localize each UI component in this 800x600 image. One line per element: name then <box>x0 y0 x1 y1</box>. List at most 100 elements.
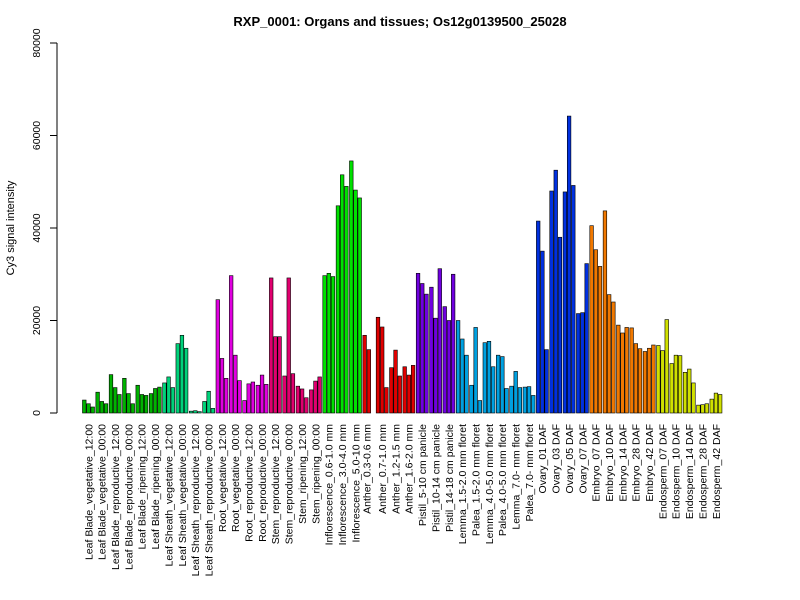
bar <box>384 387 389 414</box>
bar <box>402 366 407 414</box>
bar <box>108 374 114 414</box>
bar <box>718 394 723 414</box>
bar <box>82 399 87 414</box>
bar <box>326 273 331 414</box>
bar <box>429 286 434 414</box>
bar <box>566 115 572 414</box>
chart-title: RXP_0001: Organs and tissues; Os12g01395… <box>233 14 566 29</box>
bar <box>437 268 442 414</box>
x-axis-labels: Leaf Blade_vegetative_12:00 Leaf Blade_ve… <box>83 424 722 577</box>
bar <box>607 294 612 414</box>
bar <box>389 367 394 414</box>
bar <box>242 400 247 414</box>
x-tick-label: Anther_0.7-1.0 mm <box>377 424 389 514</box>
bar <box>517 387 522 414</box>
bar <box>673 354 678 414</box>
bar <box>687 368 692 414</box>
x-tick-label: Ovary_05 DAF <box>564 424 576 493</box>
x-tick-label: Leaf Sheath_reproductive_00:00 <box>203 424 215 577</box>
bar <box>184 347 189 414</box>
bar <box>397 375 402 414</box>
bar <box>406 374 412 414</box>
bar <box>86 403 91 414</box>
bar <box>157 386 162 414</box>
bar <box>496 354 501 414</box>
bar <box>656 345 661 414</box>
bar <box>597 266 603 414</box>
x-tick-label: Embryo_42 DAF <box>644 424 656 502</box>
bar <box>175 343 180 414</box>
bar <box>219 358 225 414</box>
x-tick-label: Palea_7.0- mm floret <box>524 424 536 522</box>
x-tick-label: Stem_ripening_00:00 <box>310 424 322 524</box>
bar <box>410 365 416 414</box>
bar <box>620 332 625 414</box>
bar <box>122 378 127 414</box>
x-tick-label: Inflorescence_0.6-1.0 mm <box>324 424 336 546</box>
x-tick-label: Pistil_14-18 cm panicle <box>444 424 456 532</box>
bar <box>117 394 122 414</box>
bar <box>170 387 175 414</box>
bar <box>135 384 140 414</box>
bar <box>375 316 381 414</box>
x-tick-label: Root_reproductive_12:00 <box>244 424 256 542</box>
x-tick-label: Leaf Blade_ripening_12:00 <box>137 424 149 550</box>
bar <box>304 397 309 414</box>
x-tick-label: Ovary_01 DAF <box>537 424 549 493</box>
bar <box>651 344 656 414</box>
bar <box>509 385 514 414</box>
bar <box>255 384 260 414</box>
bar <box>309 389 314 414</box>
x-tick-label: Palea_4.0-5.0 mm floret <box>497 424 509 536</box>
x-tick-label: Stem_reproductive_00:00 <box>284 424 296 544</box>
bar <box>335 205 341 414</box>
x-tick-label: Anther_1.6-2.0 mm <box>404 424 416 514</box>
bar <box>269 277 274 414</box>
bar <box>691 382 696 414</box>
bar <box>713 392 719 414</box>
x-tick-label: Leaf Blade_vegetative_12:00 <box>83 424 95 560</box>
bar <box>709 398 714 414</box>
x-tick-label: Leaf Sheath_vegetative_00:00 <box>177 424 189 567</box>
bar <box>357 197 362 414</box>
bar <box>669 363 674 414</box>
bar <box>500 356 505 414</box>
bar <box>584 263 589 414</box>
x-tick-label: Endosperm_10 DAF <box>671 424 683 519</box>
x-tick-label: Lemma_4.0-5.0 mm floret <box>484 424 496 544</box>
bar <box>664 319 669 414</box>
bar <box>229 275 234 414</box>
bar <box>277 336 282 414</box>
bar <box>477 400 482 414</box>
bar <box>344 186 349 414</box>
bar <box>536 220 541 414</box>
bar <box>380 326 385 414</box>
bar <box>420 283 425 414</box>
x-tick-label: Anther_0.3-0.6 mm <box>362 424 374 514</box>
x-tick-label: Leaf Blade_vegetative_00:00 <box>97 424 109 560</box>
bar <box>446 320 452 414</box>
x-tick-label: Inflorescence_3.0-4.0 mm <box>337 424 349 546</box>
bar <box>290 373 296 414</box>
x-tick-label: Leaf Sheath_vegetative_12:00 <box>163 424 175 567</box>
bar <box>522 386 527 414</box>
bar <box>246 383 251 414</box>
bar <box>642 351 648 414</box>
bars <box>82 115 723 414</box>
bar <box>531 395 536 414</box>
y-tick-label: 40000 <box>31 213 43 242</box>
bar <box>210 408 215 414</box>
x-tick-label: Leaf Sheath_reproductive_12:00 <box>190 424 202 577</box>
bar <box>202 401 207 414</box>
bar <box>393 349 398 414</box>
bar <box>696 404 701 414</box>
bar <box>415 273 421 414</box>
x-tick-label: Stem_reproductive_12:00 <box>270 424 282 544</box>
bar <box>442 306 447 414</box>
bar <box>589 225 594 414</box>
bar <box>366 349 371 414</box>
x-tick-label: Pistil_5-10 cm panicle <box>417 424 429 526</box>
bar <box>215 299 220 414</box>
bar <box>513 371 518 414</box>
bar <box>553 169 558 414</box>
